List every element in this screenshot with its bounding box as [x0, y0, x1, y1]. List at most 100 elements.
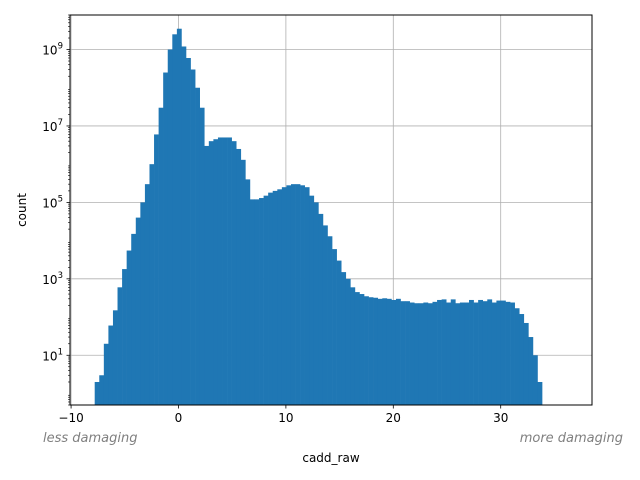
- histogram-bar: [478, 299, 484, 405]
- histogram-bar: [409, 302, 415, 405]
- histogram-bar: [309, 195, 315, 405]
- histogram-bar: [286, 185, 292, 405]
- histogram-bar: [386, 298, 392, 405]
- histogram-bar: [514, 308, 520, 405]
- histogram-bar: [208, 141, 214, 405]
- histogram-bar: [213, 139, 219, 406]
- histogram-bar: [117, 287, 123, 405]
- histogram-bar: [236, 148, 242, 406]
- histogram-bar: [181, 46, 187, 405]
- histogram-bar: [537, 381, 543, 405]
- y-axis-ticks: 101 103 105 107 109: [42, 14, 70, 406]
- histogram-bar: [126, 250, 132, 405]
- histogram-bar: [122, 269, 127, 405]
- histogram-bar: [277, 189, 283, 405]
- histogram-bar: [487, 299, 493, 405]
- histogram-bar: [245, 179, 251, 405]
- histogram-bar: [176, 28, 182, 405]
- histogram-bar: [204, 145, 210, 405]
- histogram-bar: [491, 302, 497, 405]
- histogram-bar: [432, 301, 438, 405]
- histogram-bar: [391, 299, 397, 405]
- histogram-bar: [423, 302, 429, 405]
- histogram-bars: [94, 28, 543, 406]
- histogram-bar: [268, 192, 274, 405]
- histogram-bar: [446, 302, 452, 405]
- histogram-bar: [373, 297, 379, 405]
- histogram-bar: [318, 213, 324, 405]
- histogram-bar: [158, 107, 164, 405]
- histogram-bar: [437, 299, 442, 405]
- plot-frame: [69, 14, 593, 406]
- y-tick-label: 109: [42, 42, 63, 58]
- histogram-bar: [364, 296, 369, 405]
- histogram-bar: [240, 159, 246, 405]
- x-tick-label: 20: [386, 411, 401, 425]
- histogram-bar: [149, 164, 155, 405]
- histogram-bar: [300, 185, 305, 405]
- histogram-bar: [496, 300, 502, 405]
- histogram-bar: [263, 195, 269, 405]
- y-axis-label: count: [15, 193, 29, 227]
- histogram-bar: [405, 301, 410, 405]
- histogram-bar: [482, 301, 488, 405]
- histogram-bar: [186, 57, 191, 405]
- histogram-bar: [332, 249, 337, 405]
- histogram-bar: [144, 184, 150, 405]
- histogram-bar: [377, 298, 383, 405]
- histogram-bar: [528, 337, 534, 405]
- histogram-bar: [469, 299, 474, 405]
- histogram-bar: [400, 301, 406, 405]
- y-tick-label: 107: [42, 118, 63, 134]
- histogram-bar: [418, 303, 424, 405]
- x-tick-label: 0: [175, 411, 183, 425]
- histogram-bar: [341, 272, 347, 405]
- x-tick-label: 30: [493, 411, 508, 425]
- y-tick-label: 103: [42, 271, 63, 287]
- annotation-more-damaging: more damaging: [520, 431, 623, 446]
- histogram-bar: [354, 292, 360, 405]
- histogram-bar: [199, 107, 205, 405]
- histogram-bar: [131, 233, 137, 405]
- histogram-bar: [135, 217, 141, 405]
- histogram-bar: [523, 322, 529, 405]
- histogram-bar: [510, 302, 515, 405]
- histogram-bar: [231, 141, 237, 405]
- histogram-bar: [459, 302, 465, 405]
- histogram-bar: [94, 381, 100, 405]
- x-axis-ticks: −10 0 10 20 30: [58, 405, 508, 425]
- y-tick-label: 105: [42, 194, 63, 210]
- x-tick-label: 10: [278, 411, 293, 425]
- histogram-bar: [500, 300, 506, 405]
- histogram-bar: [336, 260, 342, 405]
- histogram-bar: [99, 375, 105, 405]
- histogram-bar: [295, 184, 301, 405]
- histogram-bar: [350, 287, 356, 405]
- histogram-bar: [195, 87, 200, 405]
- histogram-bar: [322, 225, 328, 405]
- histogram-bar: [254, 199, 260, 405]
- histogram-bar: [313, 202, 319, 405]
- histogram-bar: [154, 134, 159, 406]
- histogram-bar: [304, 187, 310, 405]
- histogram-bar: [103, 343, 109, 405]
- histogram-bar: [172, 34, 178, 405]
- histogram-bar: [414, 303, 420, 405]
- histogram-bar: [382, 298, 388, 405]
- histogram-bar: [290, 184, 296, 405]
- histogram-bar: [368, 297, 374, 405]
- histogram-bar: [190, 69, 196, 406]
- x-axis-label: cadd_raw: [302, 451, 359, 465]
- histogram-bar: [532, 355, 538, 405]
- histogram-bar: [359, 294, 365, 405]
- histogram-bar: [108, 325, 114, 405]
- histogram-bar: [450, 299, 456, 405]
- x-tick-label: −10: [58, 411, 83, 425]
- histogram-bar: [327, 236, 333, 405]
- histogram-bar: [441, 299, 447, 405]
- histogram-bar: [505, 301, 511, 405]
- histogram-bar: [464, 302, 470, 405]
- histogram-bar: [167, 49, 173, 406]
- histogram-bar: [281, 187, 287, 405]
